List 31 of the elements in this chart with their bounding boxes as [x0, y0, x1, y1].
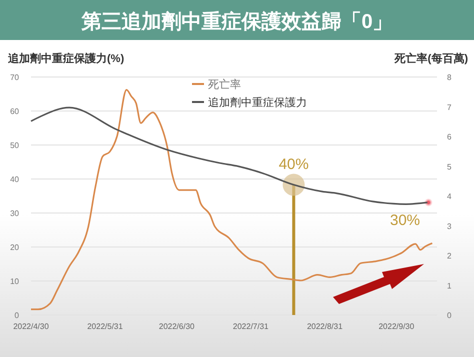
x-tick-label: 2022/8/31: [306, 322, 344, 331]
x-tick-label: 2022/4/30: [13, 322, 50, 331]
x-tick-label: 2022/9/30: [378, 322, 415, 331]
y-tick-label: 50: [10, 141, 20, 150]
y2-tick-label: 4: [447, 192, 452, 201]
x-tick-label: 2022/6/30: [158, 322, 196, 331]
annotation: 30%: [390, 212, 420, 229]
x-tick-label: 2022/7/31: [232, 322, 270, 331]
y-tick-label: 20: [10, 243, 20, 252]
y2-tick-label: 6: [447, 132, 452, 142]
y2-tick-label: 5: [447, 162, 452, 172]
y2-tick-label: 0: [447, 311, 452, 320]
line-series: [30, 88, 434, 310]
legend-label: 死亡率: [208, 78, 241, 91]
y-tick-label: 70: [10, 73, 20, 82]
y-tick-label: 10: [10, 277, 20, 286]
y-tick-label: 30: [10, 209, 20, 218]
y2-tick-label: 1: [447, 281, 452, 290]
y2-tick-label: 2: [447, 252, 452, 260]
x-tick-label: 2022/5/31: [87, 322, 124, 331]
legend-label: 追加劑中重症保護力: [208, 96, 307, 109]
y-tick-label: 60: [10, 107, 20, 116]
y2-tick-label: 8: [447, 73, 452, 82]
y-tick-label: 0: [14, 311, 20, 320]
y2-tick-label: 3: [447, 222, 452, 231]
y2-axis-title: 死亡率(每百萬): [394, 52, 468, 65]
y-axis-title: 追加劑中重症保護力(%): [7, 52, 124, 65]
annotation: 40%: [278, 156, 309, 173]
chart-title: 第三追加劑中重症保護效益歸「0」: [80, 10, 393, 33]
y2-tick-label: 7: [447, 102, 452, 112]
y-tick-label: 40: [10, 175, 20, 184]
